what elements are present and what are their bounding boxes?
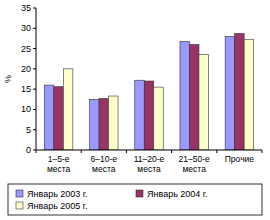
x-tick-label-line: Прочие [225,154,255,164]
bar [135,80,145,150]
bar [180,41,190,150]
bar [63,69,73,150]
y-tick-label: 15 [21,84,31,94]
x-tick [81,150,82,153]
y-tick [33,48,36,49]
chart-container: 051015202530351–5-еместа6–10-еместа11–20… [0,0,270,220]
x-tick-label-line: 11–20-е [134,154,165,164]
bar [54,87,64,150]
legend-swatch [16,190,23,197]
legend-swatch [136,190,143,197]
x-tick [126,150,127,153]
y-tick [33,8,36,9]
legend-label: Январь 2003 г. [27,189,88,199]
x-tick [216,150,217,153]
bar [199,55,209,150]
x-tick [262,150,263,153]
y-axis [36,8,37,150]
y-tick-label: 5 [26,125,31,135]
bar [99,98,109,150]
legend-swatch [16,202,23,209]
bar [90,99,100,150]
x-tick-label: 11–20-еместа [134,154,165,174]
bar [154,87,164,150]
legend-label: Январь 2004 г. [147,189,208,199]
x-axis [36,150,262,151]
legend-box [8,184,262,215]
y-tick-label: 20 [21,64,31,74]
bar [225,36,235,150]
y-tick [33,129,36,130]
x-tick [171,150,172,153]
y-tick [33,28,36,29]
chart-svg: 051015202530351–5-еместа6–10-еместа11–20… [0,0,270,220]
bar [235,34,245,150]
y-tick-label: 30 [21,23,31,33]
y-axis-label: % [3,75,13,83]
y-tick-label: 35 [21,3,31,13]
y-tick [33,109,36,110]
bar [109,96,119,150]
x-tick-label-line: места [183,164,207,174]
x-tick-label: 6–10-еместа [91,154,118,174]
y-tick-label: 0 [26,145,31,155]
y-tick-label: 10 [21,104,31,114]
x-tick-label: 1–5-еместа [47,154,71,174]
x-tick-label-line: места [47,164,71,174]
bar [244,39,254,150]
x-tick [36,150,37,153]
x-tick-label-line: 1–5-е [48,154,70,164]
bar [144,81,154,150]
x-tick-label-line: места [137,164,161,174]
bar [189,45,199,150]
x-tick-label-line: места [92,164,116,174]
x-tick-label-line: 6–10-е [91,154,118,164]
x-tick-label-line: 21–50-е [179,154,210,164]
legend-label: Январь 2005 г. [27,201,88,211]
y-tick [33,68,36,69]
y-tick-label: 25 [21,44,31,54]
x-tick-label: Прочие [225,154,255,164]
x-tick-label: 21–50-еместа [179,154,210,174]
bars [44,34,253,150]
y-tick [33,89,36,90]
bar [44,85,54,150]
